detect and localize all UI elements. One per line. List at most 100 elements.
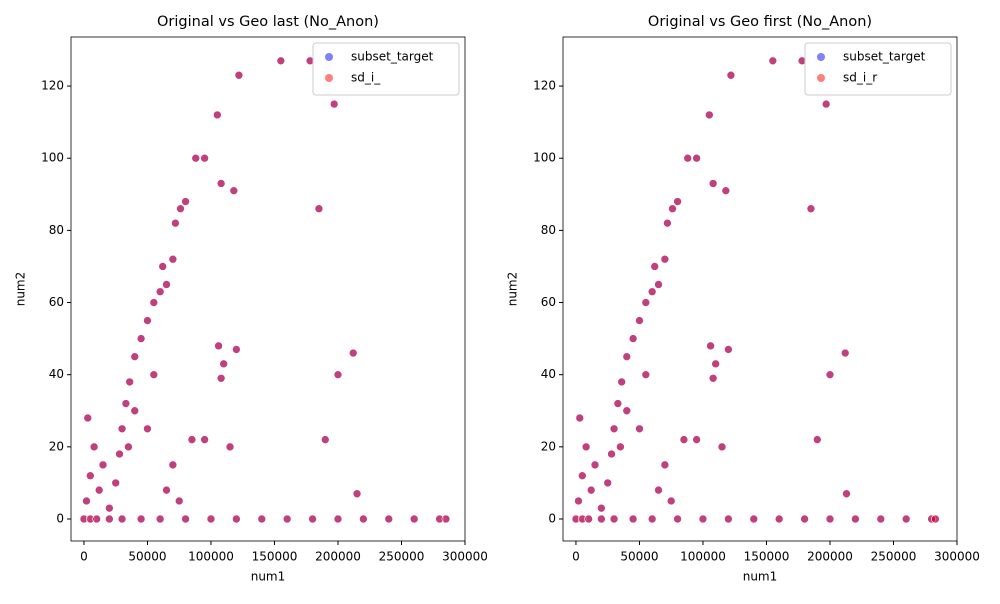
y-tick-label: 20 bbox=[49, 439, 64, 453]
point bbox=[187, 435, 197, 444]
point bbox=[115, 449, 124, 459]
point bbox=[219, 359, 228, 369]
point bbox=[105, 503, 114, 513]
point bbox=[575, 413, 585, 423]
y-tick-label: 120 bbox=[41, 79, 64, 93]
point bbox=[673, 514, 682, 524]
y-tick-label: 100 bbox=[533, 151, 556, 165]
x-tick-label: 150000 bbox=[252, 550, 298, 564]
point bbox=[613, 399, 623, 408]
point bbox=[225, 442, 235, 452]
point bbox=[654, 485, 663, 495]
point bbox=[800, 514, 809, 524]
point bbox=[98, 460, 108, 470]
point bbox=[200, 153, 209, 163]
point bbox=[708, 179, 718, 188]
point bbox=[136, 514, 146, 524]
legend-marker bbox=[817, 53, 825, 61]
point bbox=[825, 370, 835, 379]
point bbox=[628, 334, 638, 343]
point bbox=[117, 424, 127, 434]
point bbox=[647, 287, 657, 297]
chart-title: Original vs Geo last (No_Anon) bbox=[157, 14, 379, 30]
point bbox=[92, 514, 101, 524]
x-axis-label: num1 bbox=[743, 570, 778, 584]
point bbox=[121, 399, 131, 408]
point bbox=[812, 435, 822, 444]
point bbox=[586, 485, 596, 495]
point bbox=[214, 341, 223, 351]
legend-box bbox=[804, 42, 952, 96]
x-tick-label: 100000 bbox=[188, 550, 234, 564]
point bbox=[149, 298, 159, 307]
point bbox=[768, 56, 778, 66]
point bbox=[876, 514, 886, 524]
point bbox=[155, 287, 165, 297]
point bbox=[825, 514, 835, 524]
point bbox=[590, 460, 600, 470]
point bbox=[124, 442, 133, 452]
point bbox=[314, 204, 324, 214]
point bbox=[320, 435, 330, 444]
legend-box bbox=[312, 42, 460, 96]
y-tick-label: 80 bbox=[541, 223, 556, 237]
legend-label: sd_i_ bbox=[351, 71, 381, 85]
point bbox=[352, 489, 362, 499]
point bbox=[82, 496, 91, 506]
point bbox=[641, 370, 651, 379]
x-tick-label: 200000 bbox=[315, 550, 361, 564]
point bbox=[117, 514, 127, 524]
axes-frame bbox=[562, 36, 958, 542]
y-axis-label: num2 bbox=[14, 272, 28, 307]
point bbox=[673, 197, 682, 206]
point bbox=[229, 186, 239, 195]
legend-marker bbox=[325, 74, 333, 82]
point bbox=[726, 70, 736, 80]
x-tick-label: 300000 bbox=[442, 550, 488, 564]
point bbox=[683, 153, 693, 163]
point bbox=[711, 359, 720, 369]
point bbox=[168, 254, 178, 264]
point bbox=[609, 514, 619, 524]
point bbox=[181, 197, 190, 206]
x-tick-label: 0 bbox=[80, 550, 88, 564]
point bbox=[282, 514, 292, 524]
point bbox=[143, 424, 152, 434]
point bbox=[232, 514, 241, 524]
point bbox=[348, 348, 358, 358]
point bbox=[724, 514, 733, 524]
point bbox=[213, 110, 222, 120]
x-axis-label: num1 bbox=[251, 570, 286, 584]
point bbox=[176, 204, 185, 214]
legend-label: subset_target bbox=[843, 50, 926, 64]
y-tick-label: 20 bbox=[541, 439, 556, 453]
point bbox=[155, 514, 165, 524]
chart-title: Original vs Geo first (No_Anon) bbox=[648, 14, 872, 30]
point bbox=[89, 442, 99, 452]
point bbox=[806, 204, 816, 214]
y-tick-label: 0 bbox=[56, 511, 64, 525]
point bbox=[660, 460, 670, 470]
point bbox=[136, 334, 146, 343]
point bbox=[724, 345, 733, 354]
point bbox=[384, 514, 394, 524]
y-tick-label: 40 bbox=[541, 367, 556, 381]
point bbox=[257, 514, 267, 524]
point bbox=[149, 370, 159, 379]
point bbox=[821, 99, 831, 109]
point bbox=[158, 262, 168, 271]
y-tick-label: 100 bbox=[41, 151, 64, 165]
point bbox=[130, 406, 140, 416]
point bbox=[168, 460, 178, 470]
point bbox=[698, 514, 708, 524]
x-tick-label: 300000 bbox=[934, 550, 980, 564]
y-tick-label: 120 bbox=[533, 79, 556, 93]
legend-marker bbox=[817, 74, 825, 82]
point bbox=[635, 316, 644, 325]
point bbox=[628, 514, 638, 524]
point bbox=[86, 471, 95, 481]
point bbox=[654, 280, 663, 289]
point bbox=[333, 514, 343, 524]
point bbox=[191, 153, 201, 163]
